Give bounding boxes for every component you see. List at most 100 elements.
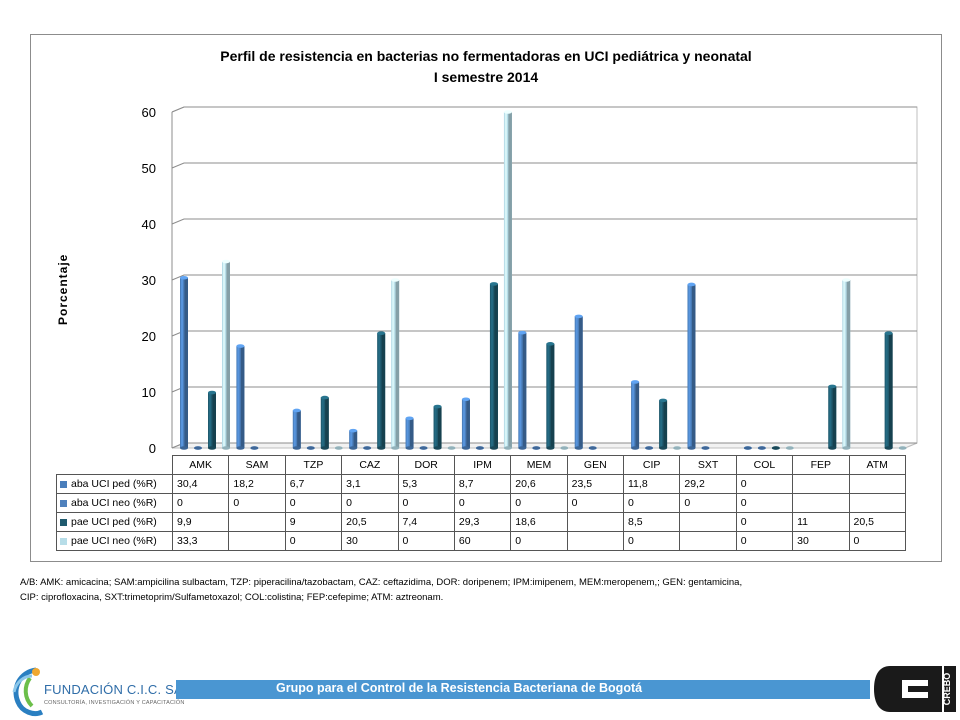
footer-banner — [176, 680, 870, 699]
legend-entry: pae UCI ped (%R) — [56, 512, 173, 532]
data-label: 0 — [397, 531, 455, 551]
data-label: 9 — [284, 512, 343, 532]
brand-name: FUNDACIÓN C.I.C. SALUD — [44, 682, 210, 697]
data-label: 5,3 — [397, 474, 455, 494]
category-label: DOR — [397, 455, 455, 475]
data-label: 0 — [622, 493, 681, 513]
bar — [306, 446, 315, 450]
y-tick-label: 10 — [142, 385, 156, 400]
category-label: AMK — [171, 455, 230, 475]
category-label: SXT — [679, 455, 737, 475]
bar — [489, 282, 498, 450]
data-label: 9,9 — [171, 512, 230, 532]
table-row: aba UCI neo (%R) 0 0 0 0 0 0 0 0 0 0 0 — [56, 493, 906, 513]
bar — [701, 446, 710, 450]
gridline — [171, 330, 917, 337]
table-header-row: AMK SAM TZP CAZ DOR IPM MEM GEN CIP SXT COL FEP ATM — [57, 455, 906, 475]
bar — [334, 446, 343, 450]
category-label: ATM — [848, 455, 906, 475]
data-label — [848, 493, 906, 513]
bar — [673, 446, 682, 450]
data-label: 18,2 — [228, 474, 286, 494]
bar — [645, 446, 654, 450]
data-label: 0 — [735, 531, 794, 551]
data-label: 0 — [735, 512, 794, 532]
category-label: CAZ — [341, 455, 399, 475]
chart-title-line1: Perfil de resistencia en bacterias no fe… — [220, 48, 752, 64]
plot-floor — [171, 442, 918, 449]
gridline — [171, 386, 917, 393]
category-label: CIP — [622, 455, 681, 475]
data-label: 0 — [510, 493, 568, 513]
bar — [320, 395, 329, 450]
legend-entry: aba UCI ped (%R) — [56, 474, 173, 494]
data-label: 30 — [341, 531, 399, 551]
data-label — [566, 531, 625, 551]
y-tick-label: 50 — [142, 161, 156, 176]
data-label: 30 — [792, 531, 850, 551]
bar — [447, 446, 456, 450]
bar — [842, 278, 851, 450]
y-tick-label: 40 — [142, 217, 156, 232]
bar — [898, 446, 907, 450]
data-label: 0 — [622, 531, 681, 551]
data-label: 30,4 — [171, 474, 230, 494]
bar — [743, 446, 752, 450]
y-tick-label: 20 — [142, 329, 156, 344]
bar — [588, 446, 597, 450]
data-label: 0 — [679, 493, 737, 513]
bar — [208, 390, 216, 450]
data-table: AMK SAM TZP CAZ DOR IPM MEM GEN CIP SXT COL FEP ATM a… — [56, 455, 906, 551]
bar — [659, 398, 668, 450]
y-tick-label: 0 — [149, 441, 156, 456]
data-label: 7,4 — [397, 512, 455, 532]
data-label: 0 — [848, 531, 906, 551]
table-corner — [57, 456, 173, 475]
legend-label: aba UCI ped (%R) — [71, 478, 157, 490]
bar — [574, 314, 583, 450]
data-label: 0 — [735, 493, 794, 513]
bar — [503, 110, 512, 450]
category-label: GEN — [566, 455, 625, 475]
category-label: IPM — [453, 455, 512, 475]
data-label: 20,5 — [848, 512, 906, 532]
brand-subtitle: CONSULTORÍA, INVESTIGACIÓN Y CAPACITACIÓ… — [44, 700, 185, 706]
data-label: 60 — [453, 531, 512, 551]
bar — [518, 330, 527, 450]
chart-title: Perfil de resistencia en bacterias no fe… — [30, 46, 942, 88]
data-label — [792, 493, 850, 513]
data-label — [228, 512, 286, 532]
bar — [222, 259, 230, 450]
legend-label: aba UCI neo (%R) — [71, 497, 157, 509]
data-label: 0 — [228, 493, 286, 513]
footnote-line2: CIP: ciprofloxacina, SXT:trimetoprim/Sul… — [20, 592, 444, 603]
data-label: 20,5 — [341, 512, 399, 532]
data-label: 33,3 — [171, 531, 230, 551]
data-label: 8,5 — [622, 512, 681, 532]
bar — [194, 446, 202, 450]
data-label: 11 — [792, 512, 850, 532]
data-label: 0 — [284, 531, 343, 551]
category-label: COL — [735, 455, 794, 475]
data-label: 0 — [341, 493, 399, 513]
bar — [546, 342, 555, 450]
data-label: 29,2 — [679, 474, 737, 494]
data-label: 0 — [510, 531, 568, 551]
data-label: 8,7 — [453, 474, 512, 494]
data-label: 0 — [566, 493, 625, 513]
table-row: aba UCI ped (%R) 30,4 18,2 6,7 3,1 5,3 8,7 20,6… — [56, 474, 906, 494]
data-label: 0 — [397, 493, 455, 513]
bar — [419, 446, 428, 450]
data-label — [228, 531, 286, 551]
crebo-logo-text: CREBO — [942, 673, 952, 706]
bar — [433, 404, 442, 450]
data-label: 18,6 — [510, 512, 568, 532]
table-row: pae UCI neo (%R) 33,3 0 30 0 60 0 0 0 30 0 — [56, 531, 906, 551]
bar — [250, 446, 259, 450]
banner-text: Grupo para el Control de la Resistencia … — [276, 681, 643, 695]
bar — [687, 282, 696, 450]
plot-back-wall — [171, 106, 918, 449]
category-label: MEM — [510, 455, 568, 475]
legend-label: pae UCI ped (%R) — [71, 516, 157, 528]
data-label — [679, 531, 737, 551]
